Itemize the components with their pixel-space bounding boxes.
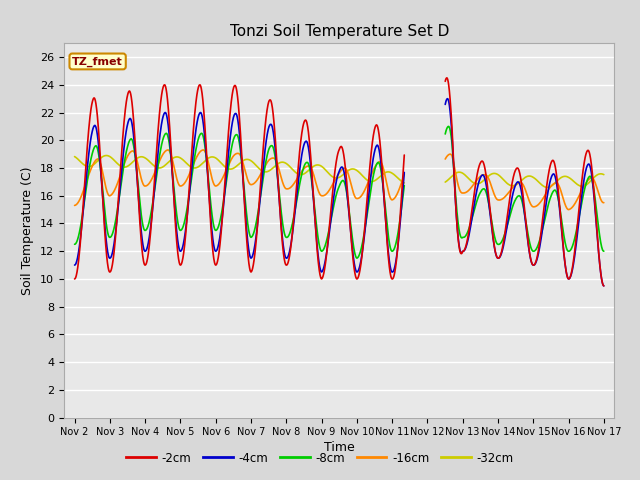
Y-axis label: Soil Temperature (C): Soil Temperature (C) [22, 166, 35, 295]
X-axis label: Time: Time [324, 442, 355, 455]
Text: TZ_fmet: TZ_fmet [72, 56, 123, 67]
Title: Tonzi Soil Temperature Set D: Tonzi Soil Temperature Set D [230, 24, 449, 39]
Legend: -2cm, -4cm, -8cm, -16cm, -32cm: -2cm, -4cm, -8cm, -16cm, -32cm [122, 447, 518, 469]
